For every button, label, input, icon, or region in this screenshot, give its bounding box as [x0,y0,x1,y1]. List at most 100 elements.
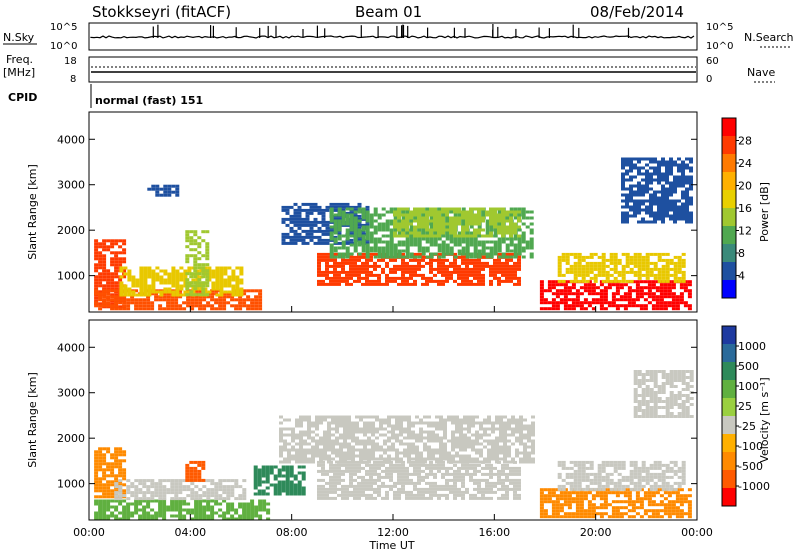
data-cell [405,225,409,229]
data-cell [110,278,115,282]
data-cell [131,278,136,282]
data-cell [437,496,441,500]
data-cell [371,454,375,458]
data-cell [162,307,167,311]
data-cell [413,463,417,467]
data-cell [681,172,685,176]
data-cell [337,217,342,221]
data-cell [261,471,266,475]
data-cell [677,163,681,167]
data-cell [627,289,632,293]
data-cell [677,211,681,215]
data-cell [497,264,501,268]
data-cell [94,287,99,291]
data-cell [285,468,290,472]
data-cell [371,427,375,431]
data-cell [505,493,509,497]
data-cell [665,166,669,170]
data-cell [671,301,676,305]
data-cell [405,493,409,497]
data-cell [397,210,401,214]
data-cell [191,290,196,294]
data-cell [119,281,124,285]
data-cell [461,240,466,244]
data-cell [126,517,131,521]
data-cell [645,261,650,265]
data-cell [178,479,183,483]
data-cell [685,205,689,209]
data-cell [98,453,103,457]
data-cell [365,279,369,283]
data-cell [589,261,594,265]
data-cell [337,493,341,497]
data-cell [603,298,608,302]
data-cell [515,439,519,443]
data-cell [461,249,466,253]
data-cell [663,295,668,299]
data-cell [230,508,235,512]
data-cell [451,418,455,422]
data-cell [194,304,199,308]
data-cell [223,269,228,273]
data-cell [489,270,493,274]
data-cell [313,205,318,209]
data-cell [483,421,487,425]
data-cell [327,436,331,440]
data-cell [190,482,195,486]
data-cell [167,193,172,197]
data-cell [509,466,513,470]
data-cell [439,442,443,446]
data-cell [581,264,586,268]
data-cell [110,304,115,308]
data-cell [347,424,351,428]
data-cell [210,508,215,512]
data-cell [371,457,375,461]
data-cell [269,468,274,472]
data-cell [385,240,390,244]
data-cell [551,509,556,513]
data-cell [197,293,202,297]
data-cell [505,228,509,232]
data-cell [114,301,119,305]
data-cell [329,210,334,214]
data-cell [155,184,160,188]
data-cell [419,451,423,455]
data-cell [222,517,227,521]
data-cell [353,460,357,464]
data-cell [665,172,669,176]
data-cell [337,276,341,280]
data-cell [347,448,351,452]
data-cell [325,496,329,500]
data-cell [345,282,349,286]
data-cell [154,491,159,495]
data-cell [279,427,283,431]
data-cell [509,243,514,247]
data-cell [387,454,391,458]
data-cell [254,505,259,509]
data-cell [198,298,203,302]
data-cell [551,298,556,302]
data-cell [365,219,370,223]
data-cell [297,214,302,218]
data-cell [457,493,461,497]
data-cell [323,454,327,458]
data-cell [661,187,665,191]
data-cell [505,216,510,220]
data-cell [519,442,523,446]
data-cell [206,508,211,512]
data-cell [581,279,586,283]
data-cell [215,269,220,273]
data-cell [557,264,562,268]
data-cell [431,439,435,443]
data-cell [315,421,319,425]
data-cell [471,457,475,461]
data-cell [146,295,151,299]
data-cell [139,278,144,282]
data-cell [425,237,430,241]
data-cell [297,238,302,242]
data-cell [94,453,99,457]
data-cell [591,509,596,513]
data-cell [285,480,290,484]
data-cell [417,258,421,262]
data-cell [517,210,521,214]
